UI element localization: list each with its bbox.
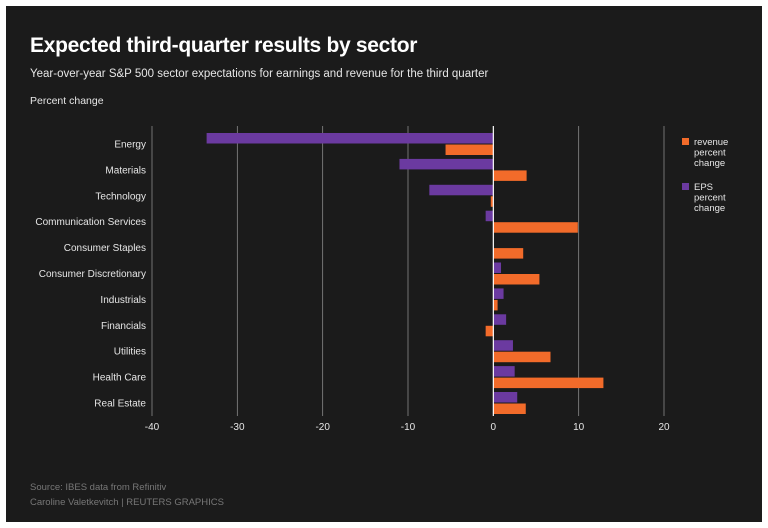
bars (206, 133, 604, 414)
revenue-bar (493, 377, 604, 389)
revenue-bar (493, 248, 524, 259)
legend-label-line: percent (694, 193, 726, 204)
chart-subtitle: Year-over-year S&P 500 sector expectatio… (30, 68, 489, 80)
gridlines (151, 126, 665, 416)
legend-label: EPS percent change (694, 182, 726, 214)
credit-note: Caroline Valetkevitch | REUTERS GRAPHICS (30, 497, 224, 508)
eps-bar (493, 314, 507, 325)
revenue-bar (493, 170, 527, 181)
legend-swatch-revenue (682, 138, 689, 145)
category-label: Utilities (114, 347, 146, 358)
legend-swatch-eps (682, 183, 689, 190)
revenue-bar (490, 196, 494, 207)
x-tick-label: 20 (658, 422, 670, 433)
revenue-bar (493, 351, 551, 363)
eps-bar (493, 366, 515, 377)
chart-frame: Expected third-quarter results by sector… (6, 6, 762, 522)
eps-bar (493, 288, 504, 299)
eps-bar (493, 262, 502, 273)
revenue-bar (493, 299, 498, 311)
eps-bar (485, 210, 494, 222)
chart-title: Expected third-quarter results by sector (30, 34, 418, 57)
category-label: Industrials (100, 295, 146, 306)
footer: Source: IBES data from Refinitiv Carolin… (30, 480, 224, 510)
category-label: Technology (95, 191, 146, 202)
x-tick-label: -40 (145, 422, 160, 433)
x-tick-label: -20 (315, 422, 330, 433)
category-label: Real Estate (94, 399, 146, 410)
revenue-bar (493, 403, 526, 414)
revenue-bar (493, 222, 578, 233)
x-tick-label: 10 (573, 422, 585, 433)
category-label: Communication Services (35, 217, 146, 228)
x-tick-labels: -40 -30 -20 -10 0 10 20 (145, 422, 670, 433)
eps-bar (399, 158, 494, 170)
category-label: Energy (114, 140, 146, 151)
legend-label: revenue percent change (694, 137, 728, 169)
eps-bar (493, 392, 518, 403)
eps-bar (429, 184, 494, 196)
category-label: Materials (105, 165, 146, 176)
category-label: Financials (101, 321, 146, 332)
revenue-bar (485, 325, 494, 337)
bar-chart: Energy Materials Technology Communication S… (35, 126, 728, 433)
legend-label-line: percent (694, 148, 726, 159)
revenue-bar (493, 274, 540, 285)
legend-label-line: revenue (694, 137, 728, 148)
x-tick-label: -10 (401, 422, 416, 433)
source-note: Source: IBES data from Refinitiv (30, 482, 167, 493)
legend-label-line: change (694, 203, 725, 214)
x-tick-label: 0 (491, 422, 497, 433)
legend-label-line: EPS (694, 182, 713, 193)
unit-label: Percent change (30, 95, 104, 107)
category-label: Health Care (93, 373, 147, 384)
revenue-bar (445, 144, 494, 155)
category-label: Consumer Discretionary (39, 269, 146, 280)
category-label: Consumer Staples (64, 243, 146, 254)
category-labels: Energy Materials Technology Communication S… (35, 140, 146, 410)
x-tick-label: -30 (230, 422, 245, 433)
eps-bar (206, 133, 494, 144)
eps-bar (493, 340, 513, 351)
legend-label-line: change (694, 158, 725, 169)
